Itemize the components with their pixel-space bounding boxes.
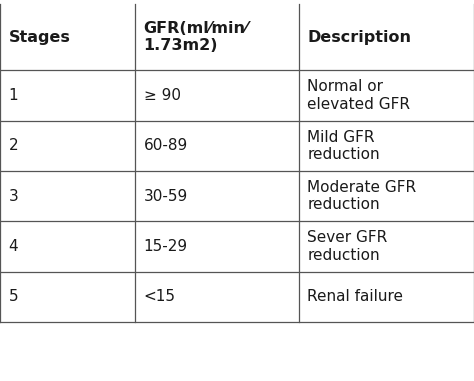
Text: 5: 5 xyxy=(9,289,18,304)
Text: Mild GFR
reduction: Mild GFR reduction xyxy=(307,130,380,162)
Text: 3: 3 xyxy=(9,189,18,204)
Text: <15: <15 xyxy=(144,289,176,304)
Text: ≥ 90: ≥ 90 xyxy=(144,88,181,103)
Text: 4: 4 xyxy=(9,239,18,254)
Text: Renal failure: Renal failure xyxy=(307,289,403,304)
Text: 2: 2 xyxy=(9,138,18,154)
Text: Normal or
elevated GFR: Normal or elevated GFR xyxy=(307,79,410,112)
Text: 60-89: 60-89 xyxy=(144,138,188,154)
Text: Sever GFR
reduction: Sever GFR reduction xyxy=(307,230,387,263)
Text: Description: Description xyxy=(307,30,411,45)
Text: 30-59: 30-59 xyxy=(144,189,188,204)
Text: Stages: Stages xyxy=(9,30,71,45)
Text: GFR(ml⁄min⁄
1.73m2): GFR(ml⁄min⁄ 1.73m2) xyxy=(144,21,248,53)
Text: 15-29: 15-29 xyxy=(144,239,188,254)
Text: 1: 1 xyxy=(9,88,18,103)
Text: Moderate GFR
reduction: Moderate GFR reduction xyxy=(307,180,416,213)
